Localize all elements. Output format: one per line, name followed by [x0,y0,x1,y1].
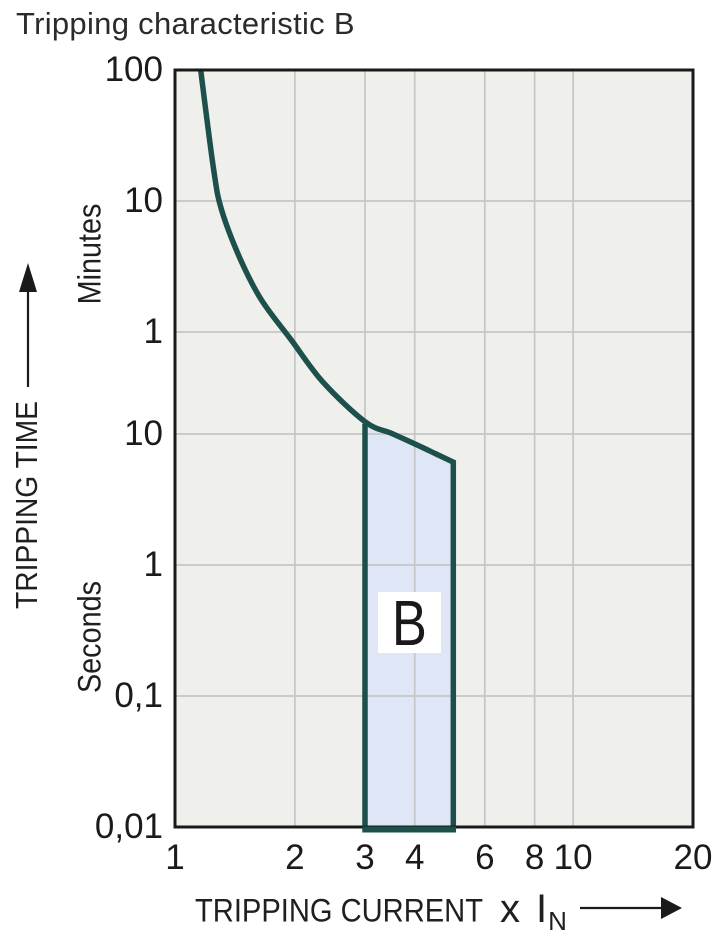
y-tick-label: 0,1 [114,675,163,715]
x-tick-label: 10 [553,838,593,877]
y-tick-label: 1 [143,312,163,352]
x-tick-label: 8 [524,838,545,877]
x-tick-label: 2 [285,838,305,877]
y-tick-label: 1 [143,544,163,584]
b-band-label-box: B [377,586,441,659]
x-axis-unit-symbol: I [536,887,548,931]
y-tick-label: 100 [104,50,163,89]
x-tick-label: 3 [355,838,375,877]
tripping-curve [197,68,457,830]
chart-title: Tripping characteristic B [16,6,355,41]
y-tick-label: 10 [124,181,163,220]
x-axis-unit-multiplier: x [500,887,520,931]
y-tick-label: 0,01 [94,807,163,846]
x-axis-unit: x IN [500,889,567,941]
y-axis-arrow-icon [19,263,37,387]
y-axis-unit-minutes: Minutes [71,203,108,305]
b-band-label: B [391,586,427,659]
y-axis-title: TRIPPING TIME [9,401,44,609]
x-tick-label: 4 [404,838,425,877]
x-tick-label: 1 [165,838,185,877]
x-tick-label: 20 [673,838,713,877]
x-axis-title: TRIPPING CURRENT [195,892,483,929]
y-axis-unit-seconds: Seconds [71,580,108,694]
x-axis-unit-subscript: N [548,906,567,936]
x-tick-label: 6 [475,838,495,877]
y-tick-label: 10 [124,413,163,453]
x-axis-arrow-icon [580,897,682,919]
